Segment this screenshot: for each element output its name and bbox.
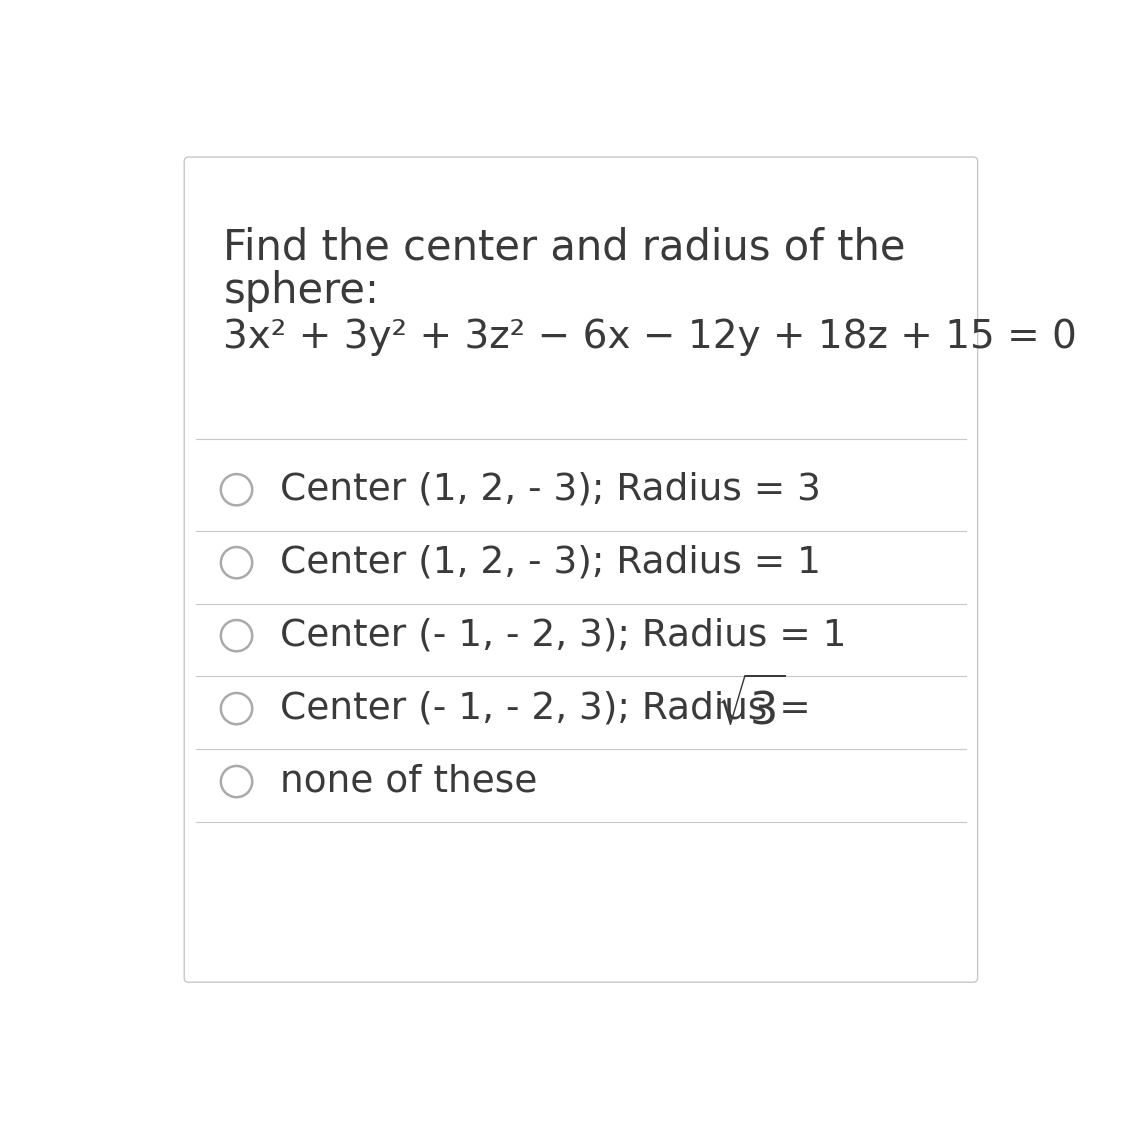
Text: $\mathsf{\sqrt{3}}$: $\mathsf{\sqrt{3}}$ <box>717 678 785 734</box>
Text: 3x² + 3y² + 3z² − 6x − 12y + 18z + 15 = 0: 3x² + 3y² + 3z² − 6x − 12y + 18z + 15 = … <box>224 318 1078 355</box>
Text: none of these: none of these <box>280 764 538 800</box>
Text: Center (1, 2, - 3); Radius = 1: Center (1, 2, - 3); Radius = 1 <box>280 545 821 581</box>
Text: Center (- 1, - 2, 3); Radius =: Center (- 1, - 2, 3); Radius = <box>280 690 811 726</box>
Text: Center (1, 2, - 3); Radius = 3: Center (1, 2, - 3); Radius = 3 <box>280 472 821 508</box>
Text: sphere:: sphere: <box>224 270 379 312</box>
FancyBboxPatch shape <box>184 157 978 982</box>
Text: Find the center and radius of the: Find the center and radius of the <box>224 227 906 268</box>
Text: Center (- 1, - 2, 3); Radius = 1: Center (- 1, - 2, 3); Radius = 1 <box>280 618 847 653</box>
